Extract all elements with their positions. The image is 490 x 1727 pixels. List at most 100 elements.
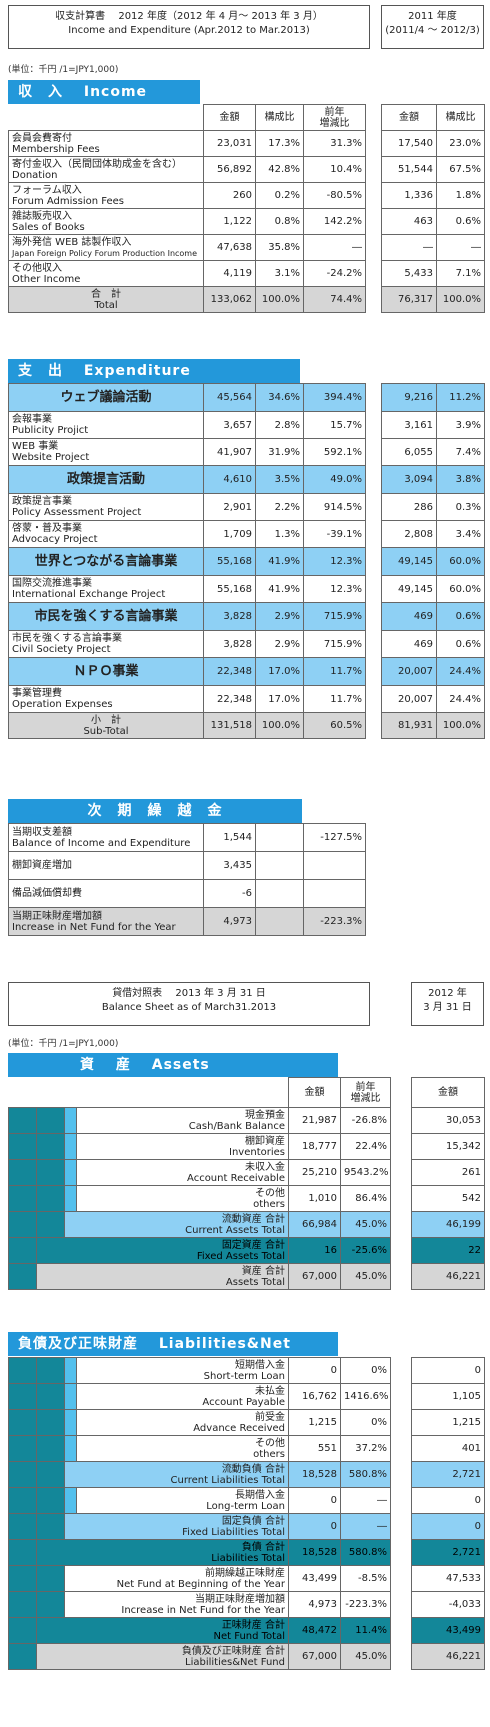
category-label: 市民を強くする言論事業	[8, 602, 204, 631]
category-row: 世界とつながる言論事業 55,168 41.9% 12.3%	[8, 547, 366, 576]
row-label: フォーラム収入 Forum Admission Fees	[8, 182, 204, 209]
indent-bar	[36, 1211, 65, 1238]
row-label: 当期正味財産増加額 Increase in Net Fund for the Ye…	[8, 907, 204, 936]
row-label: 負債及び正味財産 合計 Liabilities&Net Fund	[36, 1643, 289, 1670]
table-row: 46,199	[411, 1211, 485, 1238]
category-row: 3,094 3.8%	[381, 465, 485, 494]
label-en: others	[253, 1198, 285, 1210]
amount: 0	[288, 1513, 341, 1540]
change: 715.9%	[303, 630, 366, 658]
indent-bar	[8, 1591, 37, 1618]
prev-amount: 6,055	[381, 438, 437, 466]
label-en: Forum Admission Fees	[12, 195, 124, 207]
indent-bar	[64, 1409, 77, 1436]
amount: 3,657	[203, 411, 256, 439]
table-row: 43,499	[411, 1617, 485, 1644]
table-row: 長期借入金 Long-term Loan 0 ―	[8, 1487, 391, 1514]
table-row: 前受金 Advance Received 1,215 0%	[8, 1409, 391, 1436]
change: 580.8%	[340, 1461, 391, 1488]
column-header: 金額	[411, 1077, 485, 1108]
label-jp: 当期収支差額	[12, 826, 72, 838]
row-label: 海外発信 WEB 誌製作収入 Japan Foreign Policy Forum…	[8, 234, 204, 261]
total-change: 74.4%	[303, 286, 366, 313]
label-jp: 小 計	[91, 714, 121, 726]
label-jp: 未収入金	[245, 1161, 285, 1173]
row-label: 未払金 Account Payable	[76, 1383, 289, 1410]
indent-bar	[36, 1591, 65, 1618]
indent-bar	[64, 1133, 77, 1160]
amount: 4,119	[203, 260, 256, 287]
prev-share: 1.8%	[436, 182, 485, 209]
liabilities-table: 短期借入金 Short-term Loan 0 0% 未払金 Account Payabl…	[8, 1357, 391, 1670]
change: 11.7%	[303, 685, 366, 713]
table-row: 47,533	[411, 1565, 485, 1592]
amount: 23,031	[203, 130, 256, 157]
row-label: 負債 合計 Liabilities Total	[36, 1539, 289, 1566]
change: -26.8%	[340, 1107, 391, 1134]
indent-bar	[8, 1435, 37, 1462]
prev-amount: 2,721	[411, 1539, 485, 1566]
prev-amount: 22	[411, 1237, 485, 1264]
label-en: Japan Foreign Policy Forum Production In…	[12, 248, 198, 258]
label-en: Assets Total	[225, 1276, 285, 1288]
label-jp: 当期正味財産増加額	[12, 910, 102, 922]
indent-bar	[64, 1357, 77, 1384]
subtotal-row: 81,931 100.0%	[381, 712, 485, 739]
bs-title-box: 貸借対照表 2013 年 3 月 31 日 Balance Sheet as o…	[8, 982, 370, 1026]
row-label: 棚卸資産 Inventories	[76, 1133, 289, 1160]
share: 2.2%	[255, 493, 304, 521]
prev-amount: 469	[381, 630, 437, 658]
amount: 2,901	[203, 493, 256, 521]
label-en: others	[253, 1448, 285, 1460]
share: 17.0%	[255, 657, 304, 686]
indent-bar	[8, 1643, 37, 1670]
prev-amount: ―	[381, 234, 437, 261]
unit-note-1: (単位：千円 /1=JPY1,000)	[8, 65, 119, 75]
prev-amount: 5,433	[381, 260, 437, 287]
category-label: 政策提言活動	[8, 465, 204, 494]
table-row: 30,053	[411, 1107, 485, 1134]
total-row: 合 計 Total 133,062 100.0% 74.4%	[8, 286, 366, 313]
share: 42.8%	[255, 156, 304, 183]
bs-prev-title-1: 2012 年	[428, 988, 467, 999]
prev-amount: 46,221	[411, 1643, 485, 1670]
prev-amount: 286	[381, 493, 437, 521]
table-row: 国際交流推進事業 International Exchange Project 55…	[8, 575, 366, 603]
table-row: 1,215	[411, 1409, 485, 1436]
label-en: Fixed Liabilities Total	[182, 1526, 285, 1538]
table-row: 46,221	[411, 1263, 485, 1290]
ie-prev-title-box: 2011 年度 (2011/4 ～ 2012/3)	[381, 5, 484, 49]
indent-bar	[8, 1185, 37, 1212]
subtotal-row: 小 計 Sub-Total 131,518 100.0% 60.5%	[8, 712, 366, 739]
amount: 55,168	[203, 575, 256, 603]
row-label: 正味財産 合計 Net Fund Total	[36, 1617, 289, 1644]
amount: 66,984	[288, 1211, 341, 1238]
label-jp: 流動資産 合計	[221, 1213, 285, 1225]
change: ―	[340, 1487, 391, 1514]
label-jp: 流動負債 合計	[221, 1463, 285, 1475]
prev-amount: 9,216	[381, 383, 437, 412]
prev-amount: 0	[411, 1513, 485, 1540]
indent-bar	[8, 1383, 37, 1410]
label-en: Account Receivable	[187, 1172, 285, 1184]
category-row: 49,145 60.0%	[381, 547, 485, 576]
category-row: 469 0.6%	[381, 602, 485, 631]
table-row: 棚卸資産 Inventories 18,777 22.4%	[8, 1133, 391, 1160]
amount: 551	[288, 1435, 341, 1462]
table-row: その他 others 551 37.2%	[8, 1435, 391, 1462]
table-row: 当期正味財産増加額 Increase in Net Fund for the Ye…	[8, 907, 366, 936]
row-label: 前受金 Advance Received	[76, 1409, 289, 1436]
label-jp: 棚卸資産	[245, 1135, 285, 1147]
table-row: 負債 合計 Liabilities Total 18,528 580.8%	[8, 1539, 391, 1566]
share: 41.9%	[255, 575, 304, 603]
row-label: 啓蒙・普及事業 Advocacy Project	[8, 520, 204, 548]
table-row: 20,007 24.4%	[381, 685, 485, 713]
row-label: その他 others	[76, 1435, 289, 1462]
table-row: 寄付金収入（民間団体助成金を含む） Donation 56,892 42.8% 10.4…	[8, 156, 366, 183]
prev-amount: 261	[411, 1159, 485, 1186]
label-jp: その他	[255, 1187, 285, 1199]
prev-amount: 20,007	[381, 685, 437, 713]
table-row: 3,161 3.9%	[381, 411, 485, 439]
share: 31.9%	[255, 438, 304, 466]
prev-share: 67.5%	[436, 156, 485, 183]
